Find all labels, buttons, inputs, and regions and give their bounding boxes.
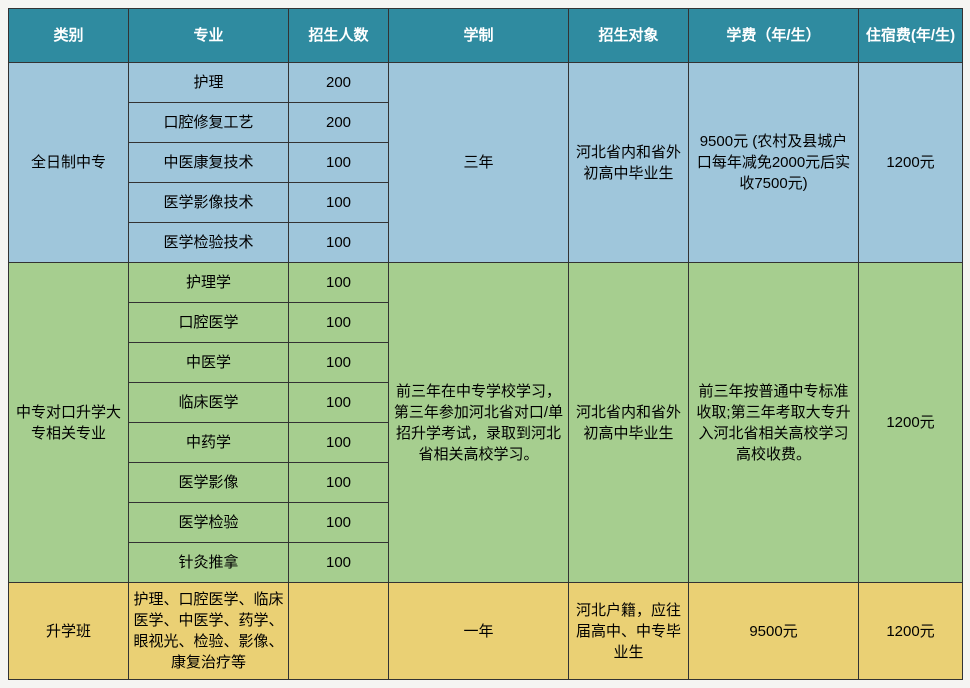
table-header-row: 类别 专业 招生人数 学制 招生对象 学费（年/生） 住宿费(年/生): [9, 9, 963, 63]
cell-major: 医学检验: [129, 503, 289, 543]
cell-major: 中医学: [129, 343, 289, 383]
cell-major: 护理: [129, 63, 289, 103]
cell-num: 100: [289, 303, 389, 343]
cell-system: 前三年在中专学校学习，第三年参加河北省对口/单招升学考试，录取到河北省相关高校学…: [389, 263, 569, 583]
cell-num: 100: [289, 423, 389, 463]
cell-num: 100: [289, 503, 389, 543]
col-header-system: 学制: [389, 9, 569, 63]
cell-tuition: 9500元: [689, 583, 859, 680]
table-row: 升学班护理、口腔医学、临床医学、中医学、药学、眼视光、检验、影像、康复治疗等 一年…: [9, 583, 963, 680]
col-header-major: 专业: [129, 9, 289, 63]
col-header-tuition: 学费（年/生）: [689, 9, 859, 63]
table-row: 中专对口升学大专相关专业护理学100前三年在中专学校学习，第三年参加河北省对口/…: [9, 263, 963, 303]
cell-category: 中专对口升学大专相关专业: [9, 263, 129, 583]
col-header-dorm: 住宿费(年/生): [859, 9, 963, 63]
col-header-category: 类别: [9, 9, 129, 63]
cell-system: 一年: [389, 583, 569, 680]
table-row: 全日制中专护理200三年河北省内和省外初高中毕业生9500元 (农村及县城户口每…: [9, 63, 963, 103]
cell-tuition: 9500元 (农村及县城户口每年减免2000元后实收7500元): [689, 63, 859, 263]
cell-num: 100: [289, 223, 389, 263]
cell-major: 医学检验技术: [129, 223, 289, 263]
cell-num: 100: [289, 183, 389, 223]
cell-num: 100: [289, 343, 389, 383]
cell-tuition: 前三年按普通中专标准收取;第三年考取大专升入河北省相关高校学习高校收费。: [689, 263, 859, 583]
cell-dorm: 1200元: [859, 263, 963, 583]
cell-target: 河北省内和省外初高中毕业生: [569, 63, 689, 263]
cell-major: 护理学: [129, 263, 289, 303]
cell-dorm: 1200元: [859, 63, 963, 263]
cell-num: [289, 583, 389, 680]
cell-num: 100: [289, 143, 389, 183]
cell-num: 100: [289, 263, 389, 303]
cell-num: 100: [289, 383, 389, 423]
cell-major: 中医康复技术: [129, 143, 289, 183]
cell-num: 100: [289, 543, 389, 583]
cell-major: 口腔修复工艺: [129, 103, 289, 143]
cell-category: 全日制中专: [9, 63, 129, 263]
cell-major: 临床医学: [129, 383, 289, 423]
table-body: 全日制中专护理200三年河北省内和省外初高中毕业生9500元 (农村及县城户口每…: [9, 63, 963, 680]
cell-major: 中药学: [129, 423, 289, 463]
cell-major: 医学影像技术: [129, 183, 289, 223]
cell-num: 100: [289, 463, 389, 503]
cell-major: 医学影像: [129, 463, 289, 503]
cell-num: 200: [289, 63, 389, 103]
cell-target: 河北省内和省外初高中毕业生: [569, 263, 689, 583]
cell-system: 三年: [389, 63, 569, 263]
cell-target: 河北户籍，应往届高中、中专毕业生: [569, 583, 689, 680]
cell-dorm: 1200元: [859, 583, 963, 680]
admissions-table: 类别 专业 招生人数 学制 招生对象 学费（年/生） 住宿费(年/生) 全日制中…: [8, 8, 963, 680]
col-header-num: 招生人数: [289, 9, 389, 63]
cell-major: 口腔医学: [129, 303, 289, 343]
cell-major: 针灸推拿: [129, 543, 289, 583]
cell-major: 护理、口腔医学、临床医学、中医学、药学、眼视光、检验、影像、康复治疗等: [129, 583, 289, 680]
cell-num: 200: [289, 103, 389, 143]
cell-category: 升学班: [9, 583, 129, 680]
col-header-target: 招生对象: [569, 9, 689, 63]
